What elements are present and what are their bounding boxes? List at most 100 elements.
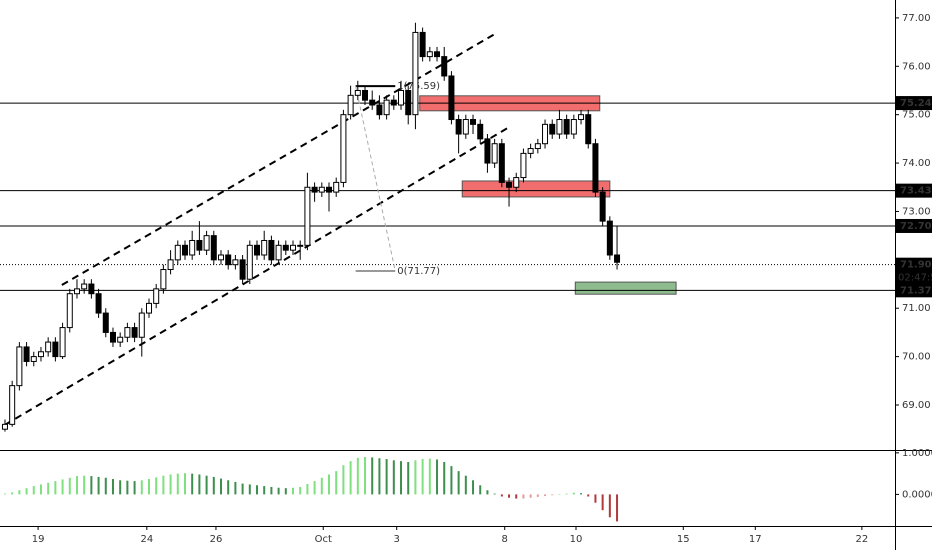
candle-body	[181, 244, 188, 256]
candle-body	[124, 327, 131, 338]
osc-bar	[306, 484, 309, 495]
candle-body	[239, 259, 246, 280]
candle-body	[398, 89, 405, 106]
countdown: 02:47:50	[898, 273, 932, 284]
osc-bar	[385, 459, 388, 495]
price-tick-label: 76.00	[902, 61, 931, 72]
osc-bar	[356, 457, 359, 495]
osc-bar	[486, 490, 489, 495]
osc-bar	[371, 457, 374, 495]
candle-body	[592, 143, 599, 193]
candle-body	[441, 56, 448, 77]
osc-bar	[572, 492, 575, 495]
candle-body	[534, 143, 541, 150]
osc-bar	[68, 477, 71, 495]
level-label: 71.37	[900, 285, 932, 296]
candle-body	[167, 259, 174, 271]
level-tag	[896, 283, 932, 298]
osc-bar	[551, 494, 554, 496]
osc-bar	[493, 493, 496, 495]
osc-bar	[443, 461, 446, 495]
osc-bar	[601, 494, 604, 511]
time-tick-label: 26	[210, 534, 223, 545]
time-tick-label: 3	[394, 534, 400, 545]
osc-bar	[241, 483, 244, 495]
candle-body	[369, 99, 376, 106]
candle-body	[412, 31, 419, 116]
osc-bar	[256, 485, 259, 495]
candle-body	[549, 123, 556, 135]
zone	[461, 180, 611, 198]
osc-bar	[162, 475, 165, 495]
osc-bar	[97, 476, 100, 495]
candle-body	[52, 341, 59, 358]
level-label: 73.43	[900, 186, 932, 197]
osc-bar	[428, 458, 431, 495]
candle-body	[542, 123, 549, 145]
level-tag	[896, 183, 932, 198]
osc-bar	[421, 459, 424, 495]
osc-bar	[500, 494, 503, 497]
candle-body	[578, 114, 585, 121]
osc-bar	[457, 471, 460, 495]
candle-body	[585, 114, 592, 145]
price-tick-label: 71.00	[902, 303, 931, 314]
candle-body	[160, 269, 167, 290]
channel-line	[4, 125, 511, 426]
osc-bar	[580, 493, 583, 495]
candle-body	[232, 259, 239, 266]
osc-bar	[392, 460, 395, 495]
candle-body	[145, 302, 152, 314]
osc-bar	[155, 477, 158, 495]
osc-bar	[18, 490, 21, 495]
time-tick-label: 17	[749, 534, 762, 545]
osc-bar	[515, 494, 518, 499]
osc-bar	[61, 479, 64, 495]
time-tick-label: 15	[677, 534, 690, 545]
candle-body	[1, 423, 8, 430]
osc-bar	[558, 494, 561, 495]
osc-bar	[342, 465, 345, 495]
candle-body	[174, 244, 181, 261]
candle-body	[73, 288, 80, 295]
candle-body	[282, 244, 289, 251]
candle-body	[261, 239, 268, 256]
level-tag	[896, 96, 932, 111]
candle-body	[304, 186, 311, 246]
candle-body	[434, 51, 441, 58]
candle-body	[189, 239, 196, 256]
candle-body	[455, 119, 462, 135]
price-tick-label: 69.00	[902, 400, 931, 411]
candle-body	[66, 293, 73, 329]
time-tick-label: 22	[856, 534, 869, 545]
candle-body	[254, 244, 261, 256]
osc-bar	[111, 479, 114, 495]
candle-body	[614, 254, 621, 263]
osc-bar	[47, 482, 50, 495]
candle-body	[477, 123, 484, 140]
candle-body	[59, 327, 66, 358]
osc-bar	[205, 475, 208, 495]
osc-bar	[198, 474, 201, 495]
candle-body	[390, 99, 397, 106]
candle-body	[470, 119, 477, 125]
candle-body	[45, 341, 52, 353]
level-label: 75.24	[900, 98, 932, 109]
candle-body	[217, 254, 224, 261]
candle-body	[506, 181, 513, 188]
osc-bar	[263, 486, 266, 495]
fib-label: 0(71.77)	[397, 266, 440, 277]
candle-body	[563, 119, 570, 135]
time-tick-label: 8	[502, 534, 508, 545]
candle-body	[246, 244, 253, 280]
candle-body	[290, 244, 297, 251]
candle-body	[9, 385, 16, 425]
zone	[574, 281, 677, 295]
osc-bar	[536, 494, 539, 497]
osc-bar	[522, 494, 525, 499]
candle-body	[131, 327, 138, 338]
candle-body	[491, 143, 498, 164]
price-tick-label: 74.00	[902, 158, 931, 169]
